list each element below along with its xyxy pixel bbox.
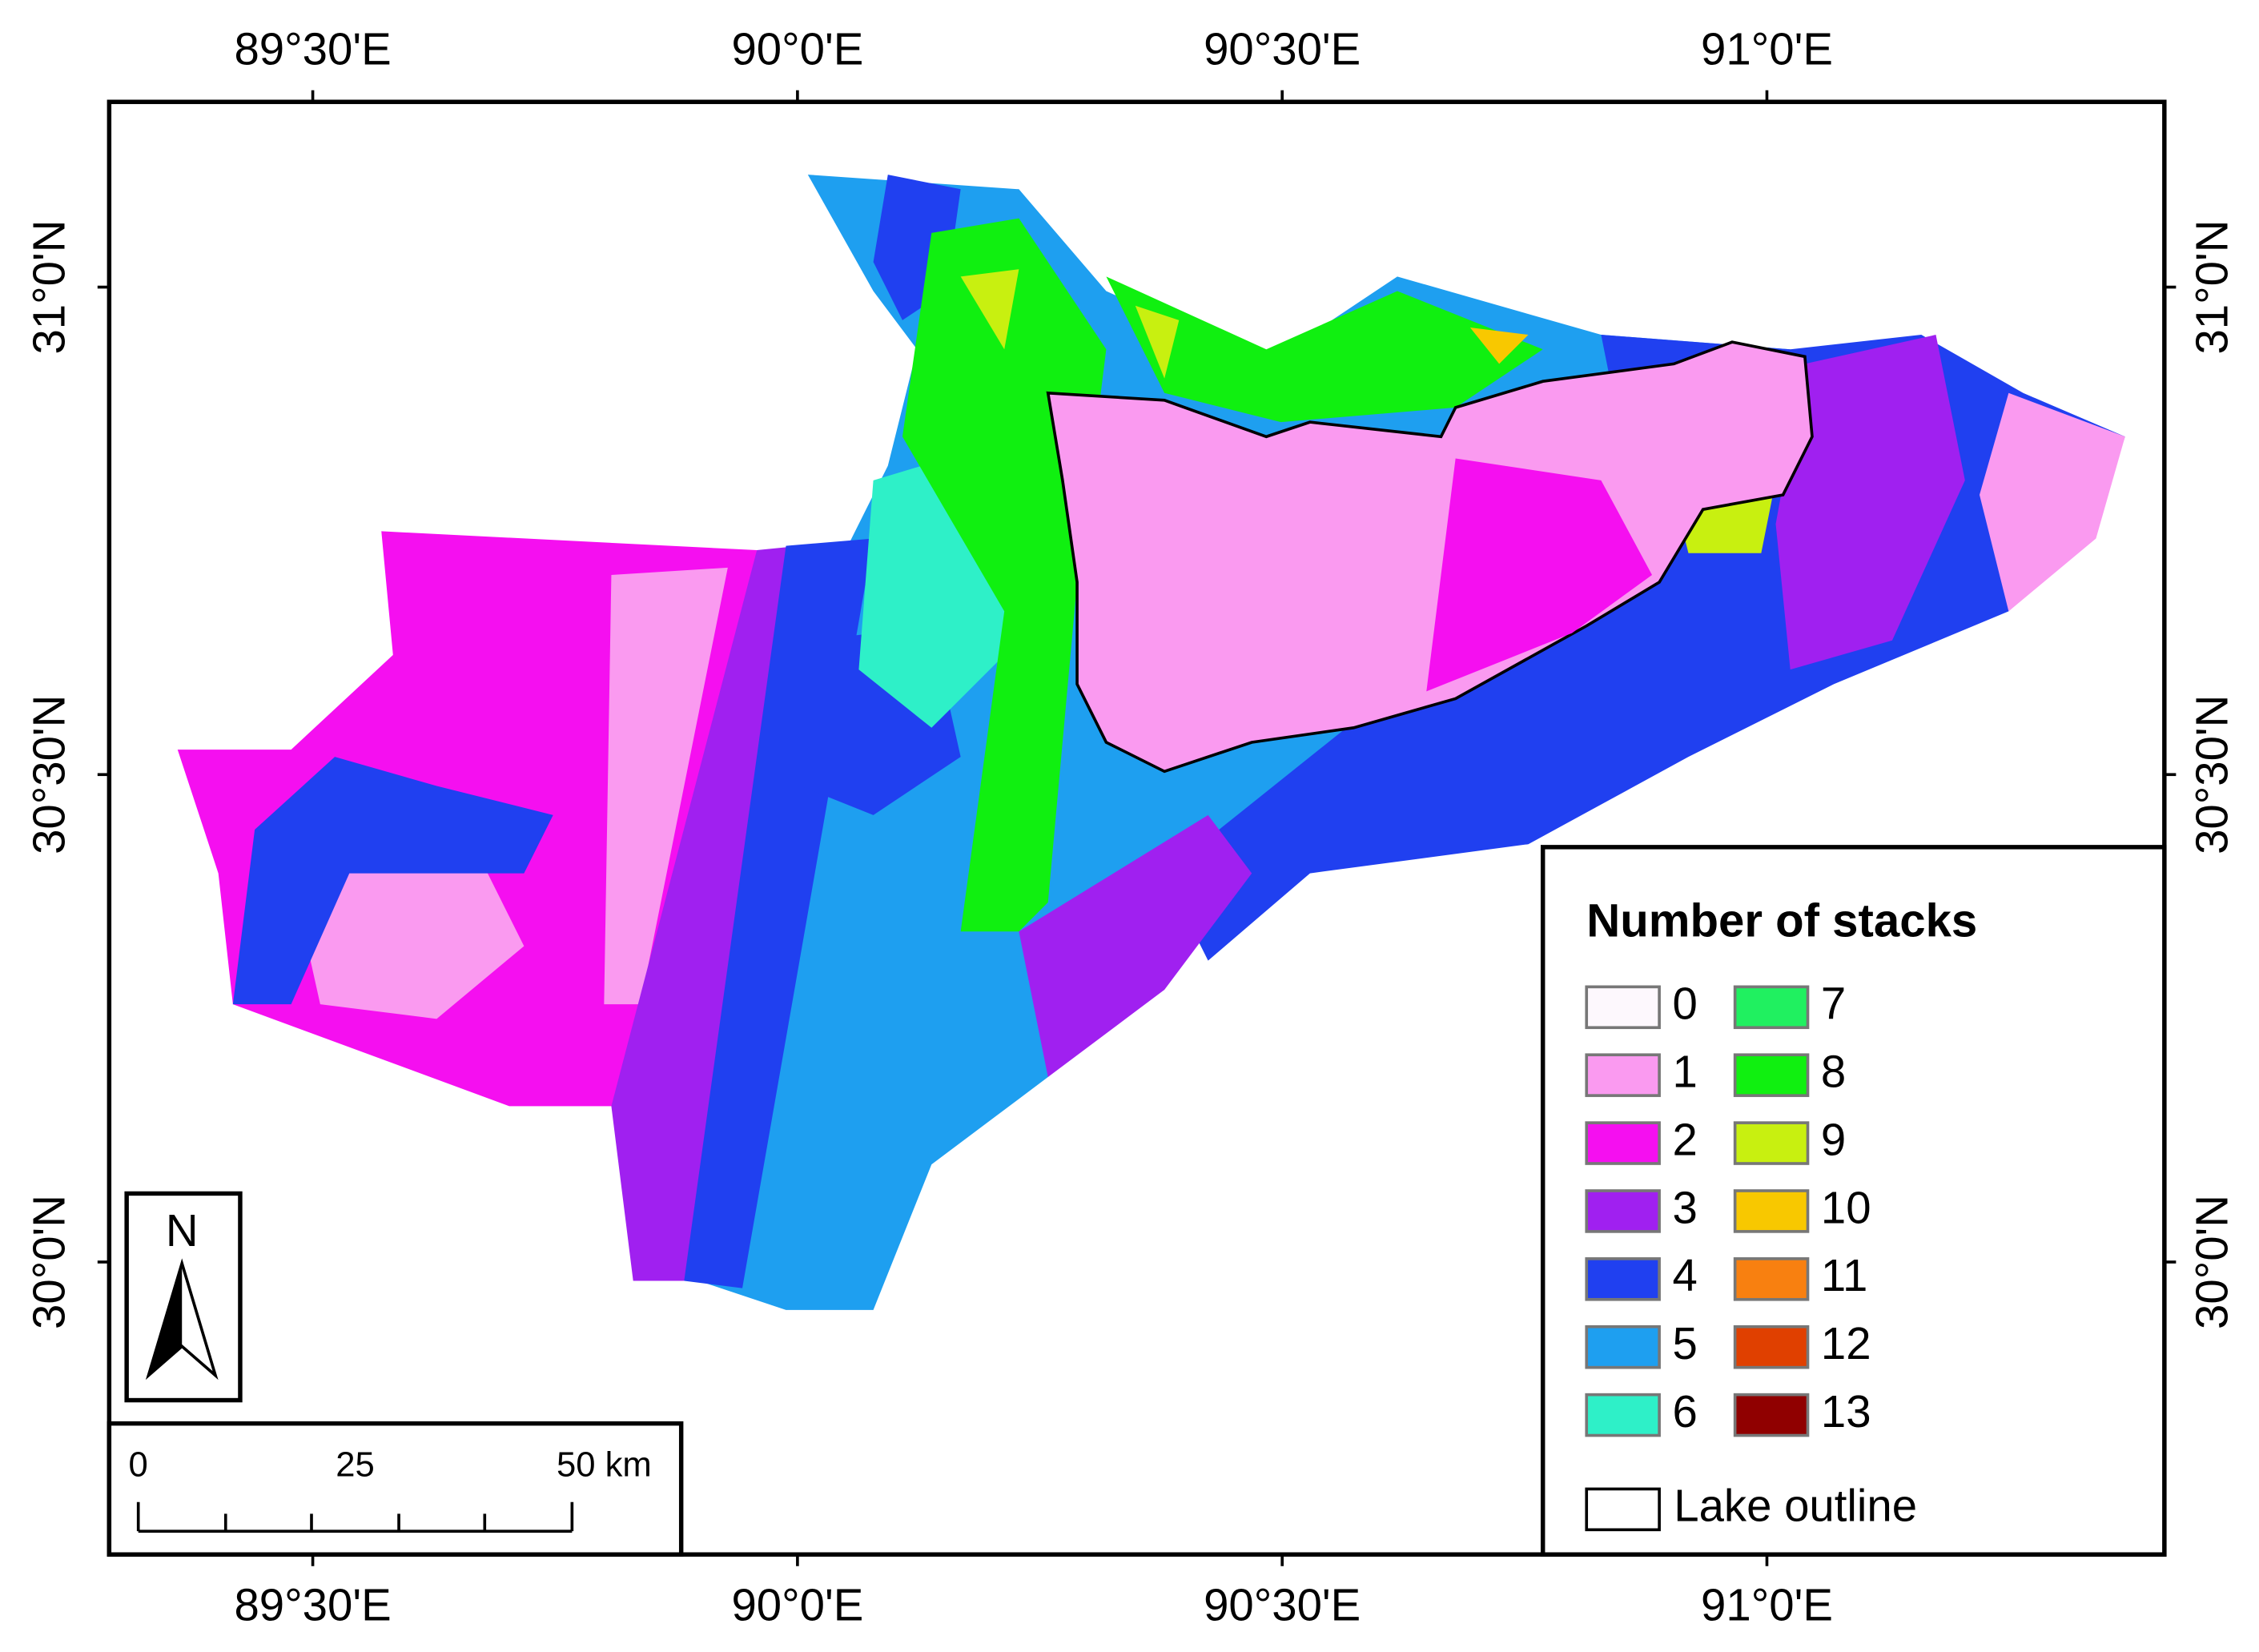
- legend-label: 13: [1821, 1386, 1871, 1437]
- y-tick-label: 30°30'N: [2186, 695, 2237, 854]
- legend-swatch: [1585, 1393, 1661, 1437]
- map-region: [1019, 814, 1252, 1078]
- legend-swatch: [1585, 1189, 1661, 1233]
- scale-label: 50 km: [557, 1446, 652, 1485]
- legend-label: 7: [1821, 979, 1846, 1029]
- map-region: [1135, 305, 1180, 379]
- north-arrow-half: [148, 1263, 183, 1376]
- legend-title: Number of stacks: [1586, 895, 1977, 947]
- scale-label: 0: [129, 1446, 148, 1485]
- legend-swatch: [1585, 1324, 1661, 1369]
- y-tick-label: 30°0'N: [2186, 1195, 2237, 1329]
- legend-label: 4: [1672, 1250, 1697, 1300]
- y-tick-label: 30°30'N: [23, 695, 74, 854]
- map-region: [291, 858, 525, 1019]
- x-tick-label: 90°0'E: [731, 23, 863, 74]
- x-tick-label: 89°30'E: [234, 1579, 391, 1630]
- legend-label: 5: [1672, 1318, 1697, 1369]
- map-region: [232, 757, 553, 1005]
- lake-outline-swatch: [1585, 1487, 1661, 1532]
- legend-swatch: [1733, 1121, 1810, 1165]
- map-regions: [177, 175, 2125, 1310]
- legend-swatch: [1585, 1257, 1661, 1301]
- legend-label: 10: [1821, 1182, 1871, 1232]
- legend-label: 9: [1821, 1114, 1846, 1164]
- legend-label: 11: [1821, 1250, 1867, 1300]
- north-arrow: N: [124, 1191, 243, 1403]
- legend-swatch: [1733, 1393, 1810, 1437]
- y-tick-label: 30°0'N: [23, 1195, 74, 1329]
- legend-label: 0: [1672, 979, 1697, 1029]
- map-region: [1469, 327, 1529, 364]
- x-tick-label: 90°0'E: [731, 1579, 863, 1630]
- scale-bar-box: [107, 1421, 684, 1557]
- map-frame: [107, 99, 2167, 1557]
- map-region: [960, 269, 1019, 350]
- legend-swatch: [1733, 1189, 1810, 1233]
- map-region: [1106, 276, 1543, 423]
- map-region: [604, 567, 728, 1005]
- map-region: [1979, 392, 2125, 612]
- north-label: N: [166, 1205, 199, 1256]
- legend-swatch: [1733, 1324, 1810, 1369]
- map-region: [1046, 340, 1814, 774]
- legend-label: 12: [1821, 1318, 1871, 1369]
- x-tick-label: 90°30'E: [1204, 1579, 1361, 1630]
- x-tick-label: 91°0'E: [1701, 1579, 1833, 1630]
- scale-label: 25: [336, 1446, 375, 1485]
- legend-swatch: [1733, 1257, 1810, 1301]
- legend-label: 1: [1672, 1047, 1697, 1097]
- legend-label: Lake outline: [1674, 1481, 1917, 1531]
- legend-swatch: [1733, 1053, 1810, 1097]
- x-tick-label: 90°30'E: [1204, 23, 1361, 74]
- legend-swatch: [1585, 985, 1661, 1030]
- x-tick-label: 91°0'E: [1701, 23, 1833, 74]
- scale-bar: 0 25 50 km: [107, 1421, 684, 1557]
- legend-swatch: [1733, 985, 1810, 1030]
- y-tick-label: 31°0'N: [23, 220, 74, 355]
- legend: Number of stacks Lake outline 0123456789…: [1540, 845, 2167, 1557]
- legend-label: 2: [1672, 1114, 1697, 1164]
- legend-label: 8: [1821, 1047, 1846, 1097]
- legend-swatch: [1585, 1121, 1661, 1165]
- x-tick-label: 89°30'E: [234, 23, 391, 74]
- legend-label: 3: [1672, 1182, 1697, 1232]
- legend-label: 6: [1672, 1386, 1697, 1437]
- y-tick-label: 31°0'N: [2186, 220, 2237, 355]
- map-region: [1775, 335, 1965, 670]
- map-region: [1426, 458, 1653, 692]
- legend-swatch: [1585, 1053, 1661, 1097]
- scale-bar-line: [136, 1501, 574, 1533]
